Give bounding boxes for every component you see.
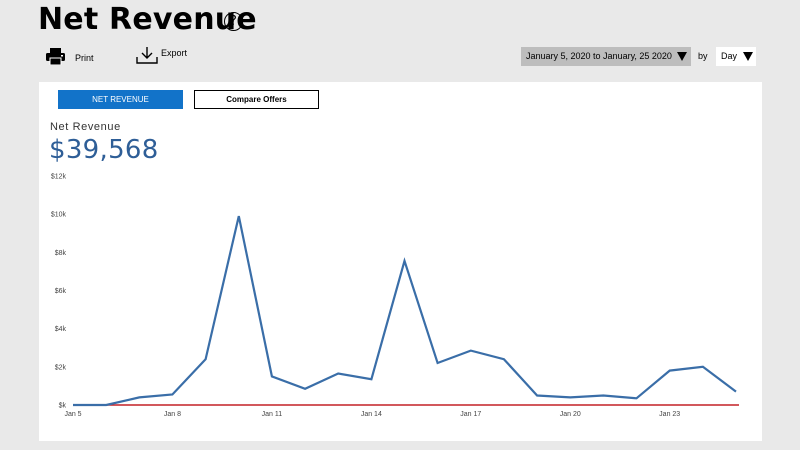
x-tick-label: Jan 11 [262,411,283,418]
x-tick-label: Jan 20 [560,411,581,418]
y-tick-label: $6k [55,288,67,295]
tab-net-revenue[interactable]: NET REVENUE [58,90,183,109]
export-label: Export [161,47,188,58]
x-tick-label: Jan 8 [164,411,181,418]
y-tick-label: $2k [55,364,67,371]
revenue-line-chart: $k $2k $4k $6k $8k $10k $12k Jan 5 Jan 8 Jan 11 Ja… [51,174,739,418]
print-button[interactable]: Print [46,48,94,65]
y-tick-label: $k [59,403,67,410]
download-icon [136,47,158,64]
printer-icon [46,48,65,65]
x-tick-label: Jan 23 [659,411,680,418]
by-label: by [698,51,708,61]
print-label: Print [75,52,94,63]
chart-panel: NET REVENUE Compare Offers Net Revenue $… [39,82,762,441]
date-range-dropdown[interactable]: January 5, 2020 to January, 25 2020 [521,47,691,66]
y-tick-label: $12k [51,174,67,181]
y-tick-label: $4k [55,326,67,333]
date-range-value: January 5, 2020 to January, 25 2020 [526,51,672,61]
x-tick-label: Jan 14 [361,411,382,418]
metric-value: $39,568 [49,135,159,165]
y-tick-label: $8k [55,250,67,257]
caret-down-icon [677,52,687,61]
y-tick-label: $10k [51,212,67,219]
x-tick-label: Jan 5 [64,411,81,418]
net-revenue-series-line [73,215,737,407]
x-tick-label: Jan 17 [460,411,481,418]
caret-down-icon [743,52,753,61]
metric-label: Net Revenue [50,121,121,133]
page-title: Net Revenue [38,2,257,37]
export-button[interactable]: Export [136,46,187,65]
interval-value: Day [721,51,738,61]
tab-compare-offers[interactable]: Compare Offers [194,90,319,109]
interval-dropdown[interactable]: Day [716,47,756,66]
question-circle-icon[interactable]: ? [224,12,243,31]
